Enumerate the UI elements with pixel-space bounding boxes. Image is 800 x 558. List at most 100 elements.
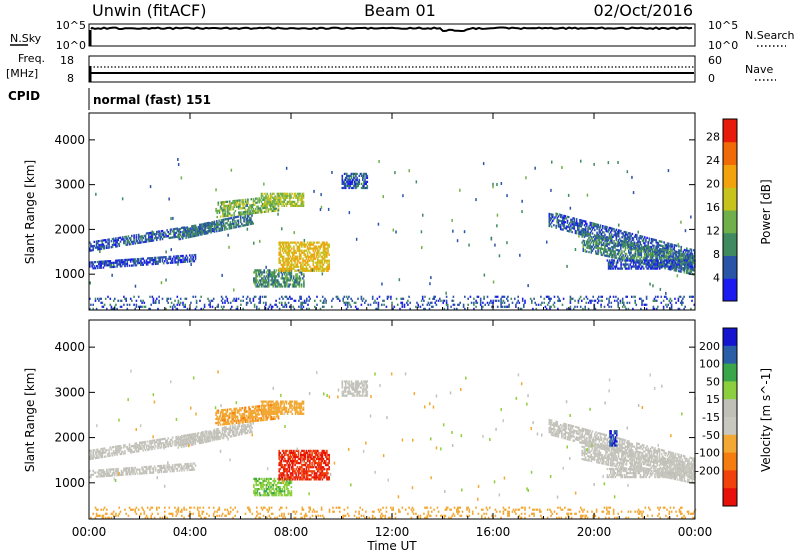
echo-cell <box>122 474 124 476</box>
echo-cell <box>307 242 309 244</box>
echo-cell <box>114 474 116 476</box>
echo-cell <box>348 187 350 189</box>
echo-cell <box>309 260 311 262</box>
echo-cell <box>153 239 155 241</box>
echo-cell <box>141 306 143 308</box>
echo-cell <box>170 470 172 472</box>
echo-cell <box>195 254 197 256</box>
echo-cell <box>247 199 249 201</box>
echo-cell <box>657 259 659 261</box>
echo-cell <box>102 454 104 456</box>
echo-cell <box>104 447 106 449</box>
echo-cell <box>594 234 596 236</box>
echo-cell <box>447 306 449 308</box>
colorbar-tick-label: 8 <box>713 248 720 261</box>
echo-cell <box>161 446 163 448</box>
echo-cell <box>323 302 325 304</box>
colorbar-segment <box>723 165 737 188</box>
echo-cell <box>177 158 179 161</box>
echo-cell <box>178 302 180 304</box>
echo-cell <box>133 296 135 298</box>
nsearch-tick-bottom: 10^0 <box>708 39 738 52</box>
echo-cell <box>611 259 613 262</box>
echo-cell <box>131 449 133 451</box>
echo-cell <box>643 249 645 251</box>
echo-cell <box>678 261 680 263</box>
echo-cell <box>242 300 244 302</box>
echo-cell <box>687 270 689 272</box>
echo-cell <box>136 234 138 236</box>
echo-cell <box>205 229 207 231</box>
echo-cell <box>139 468 141 470</box>
echo-cell <box>308 258 310 260</box>
echo-cell <box>231 169 233 172</box>
echo-cell <box>252 206 254 208</box>
echo-cell <box>436 304 438 306</box>
echo-cell <box>199 300 201 302</box>
echo-cell <box>172 464 174 466</box>
echo-cell <box>195 296 197 298</box>
echo-cell <box>239 199 241 201</box>
echo-cell <box>279 195 281 197</box>
echo-cell <box>381 304 383 306</box>
echo-cell <box>660 288 662 291</box>
echo-cell <box>108 245 110 247</box>
echo-cell <box>95 300 97 302</box>
echo-cell <box>190 263 192 266</box>
echo-cell <box>184 261 186 263</box>
echo-cell <box>638 246 640 248</box>
echo-cell <box>304 300 306 302</box>
echo-cell <box>394 306 396 308</box>
echo-cell <box>117 468 119 470</box>
echo-cell <box>140 446 142 448</box>
echo-cell <box>213 298 215 300</box>
echo-cell <box>663 261 665 263</box>
echo-cell <box>634 302 636 304</box>
echo-cell <box>600 224 602 226</box>
echo-cell <box>487 296 489 298</box>
echo-cell <box>422 304 424 306</box>
echo-cell <box>181 469 183 471</box>
echo-cell <box>644 261 646 263</box>
echo-cell <box>219 212 221 214</box>
echo-cell <box>252 222 254 224</box>
echo-cell <box>298 300 300 302</box>
echo-cell <box>592 232 594 234</box>
echo-cell <box>663 300 665 302</box>
echo-cell <box>584 240 586 242</box>
echo-cell <box>602 225 604 227</box>
echo-cell <box>616 257 618 259</box>
echo-cell <box>283 205 285 207</box>
echo-cell <box>124 450 126 452</box>
echo-cell <box>290 246 292 248</box>
echo-cell <box>663 306 665 308</box>
echo-cell <box>276 269 278 271</box>
echo-cell <box>307 246 309 248</box>
cpid-row: CPID normal (fast) 151 <box>8 88 211 110</box>
echo-cell <box>361 296 363 298</box>
echo-cell <box>120 263 122 265</box>
echo-cell <box>621 268 623 270</box>
echo-cell <box>237 306 239 308</box>
echo-cell <box>320 246 322 248</box>
echo-cell <box>506 241 508 244</box>
echo-cell <box>233 214 235 216</box>
echo-cell <box>638 263 640 266</box>
echo-cell <box>684 266 686 268</box>
echo-cell <box>300 279 302 281</box>
echo-cell <box>501 182 503 185</box>
echo-cell <box>303 283 305 285</box>
echo-cell <box>361 304 363 306</box>
echo-cell <box>407 304 409 306</box>
echo-cell <box>582 224 584 226</box>
echo-cell <box>119 451 121 453</box>
echo-cell <box>328 246 330 248</box>
echo-cell <box>480 304 482 306</box>
echo-cell <box>429 304 431 306</box>
echo-cell <box>446 302 448 304</box>
echo-cell <box>680 221 682 224</box>
echo-cell <box>641 254 643 256</box>
echo-cell <box>365 183 367 185</box>
echo-cell <box>638 231 640 234</box>
echo-cell <box>289 244 291 246</box>
